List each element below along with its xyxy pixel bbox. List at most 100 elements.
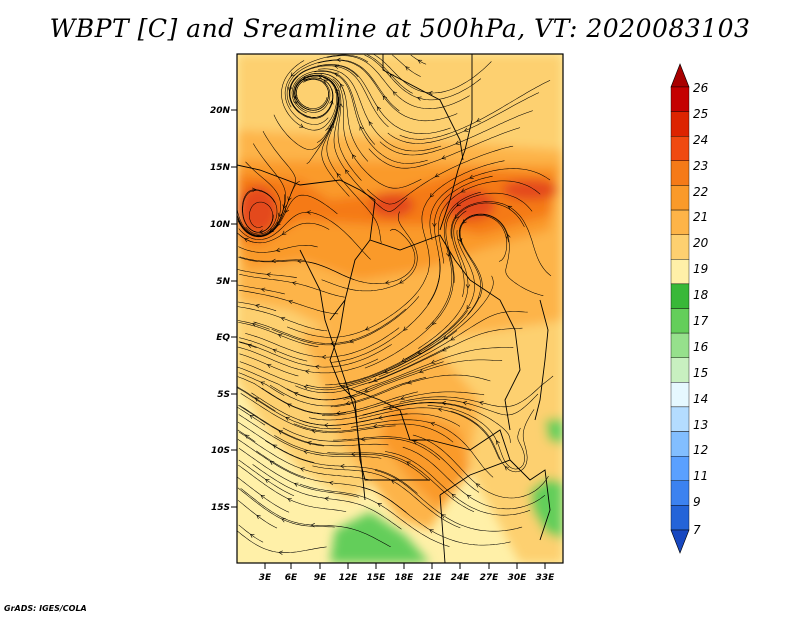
streamline <box>387 92 540 144</box>
streamline-arrow <box>466 305 471 310</box>
streamline-arrow <box>429 529 434 534</box>
streamline-arrow <box>460 188 466 193</box>
colorbar-swatch <box>670 135 690 161</box>
coastline-east <box>534 299 549 421</box>
streamline <box>322 391 485 416</box>
streamline <box>245 327 400 358</box>
colorbar-swatch <box>670 456 690 482</box>
streamline <box>318 68 442 152</box>
colorbar-swatch <box>670 283 690 309</box>
border-car <box>369 234 471 281</box>
streamline-arrow <box>272 444 278 449</box>
streamline <box>295 345 451 393</box>
streamline <box>312 465 461 529</box>
streamline <box>237 306 328 332</box>
streamline-arrow <box>278 550 283 555</box>
streamline-arrow <box>269 460 275 465</box>
country-borders <box>237 54 551 563</box>
streamline <box>241 189 278 235</box>
streamline-arrow <box>392 91 398 96</box>
streamline-arrow <box>412 440 418 445</box>
streamline <box>327 452 475 513</box>
border-chad-sudan <box>439 54 473 231</box>
streamline-arrow <box>244 238 249 243</box>
streamline-arrow <box>299 123 304 128</box>
colorbar-swatch <box>670 406 690 432</box>
colorbar-bottom-arrow <box>670 529 690 554</box>
streamline-arrow <box>293 482 299 487</box>
colorbar-label: 7 <box>693 523 701 537</box>
colorbar-label: 12 <box>693 443 708 457</box>
colorbar-swatch <box>670 332 690 358</box>
streamline <box>286 275 428 338</box>
streamline <box>298 413 461 427</box>
border-congo-drc <box>329 299 356 401</box>
streamline <box>458 213 544 296</box>
streamline <box>378 311 528 378</box>
streamline-arrow <box>434 173 440 178</box>
streamline <box>316 64 451 134</box>
streamline <box>238 372 285 396</box>
border-zimbabwe <box>439 494 446 563</box>
streamline-arrow <box>450 336 455 341</box>
streamline-arrow <box>304 369 310 374</box>
streamline-arrow <box>364 326 370 331</box>
streamline <box>418 210 469 349</box>
streamline-arrow <box>278 430 283 435</box>
streamline-arrow <box>314 364 320 370</box>
streamline <box>412 434 549 499</box>
wbpt-core-24-west <box>238 186 278 234</box>
streamline <box>238 301 277 312</box>
streamline-arrow <box>271 258 276 264</box>
streamline <box>333 436 480 493</box>
streamline <box>237 386 276 412</box>
colorbar-label: 24 <box>693 133 708 147</box>
streamline-arrow <box>264 478 270 484</box>
colorbar-label: 21 <box>693 210 708 224</box>
streamline-arrow <box>275 247 281 253</box>
lat-label-15n: 15N <box>210 163 231 173</box>
streamline-arrow <box>336 172 341 178</box>
streamline <box>364 246 454 369</box>
streamline <box>298 75 350 197</box>
streamline-arrow <box>443 335 448 340</box>
streamline-arrow <box>406 461 411 466</box>
streamline-arrow <box>401 357 406 362</box>
lon-label-27e: 27E <box>480 573 500 583</box>
streamline-arrow <box>324 496 329 501</box>
streamline-arrow <box>285 208 289 213</box>
streamline-arrow <box>293 392 299 397</box>
streamline-arrow <box>247 343 253 348</box>
streamline-arrow <box>495 440 500 445</box>
colorbar-swatch <box>670 86 690 112</box>
streamline-arrow <box>321 354 327 360</box>
coastline-west <box>299 249 366 501</box>
streamline-arrow <box>437 407 443 412</box>
lon-label-12e: 12E <box>339 573 359 583</box>
streamline <box>237 429 256 443</box>
streamline <box>242 190 275 233</box>
map-title: WBPT [C] and Sreamline at 500hPa, VT: 20… <box>49 14 751 43</box>
streamline <box>261 387 418 415</box>
streamline-arrow <box>382 95 387 101</box>
streamline <box>286 59 400 112</box>
colorbar-label: 25 <box>693 107 708 121</box>
border-nigeria <box>237 164 376 201</box>
colorbar-swatch <box>670 160 690 186</box>
streamline-arrow <box>384 280 390 285</box>
streamline-arrow <box>303 385 309 390</box>
streamline <box>326 55 470 109</box>
streamline <box>288 64 359 119</box>
colorbar-swatch <box>670 357 690 383</box>
streamline <box>238 414 382 459</box>
streamline-arrow <box>377 106 382 111</box>
streamline <box>399 375 554 408</box>
streamlines <box>237 54 554 555</box>
streamline <box>379 110 533 156</box>
colorbar-label: 20 <box>693 236 709 250</box>
streamline <box>237 376 346 415</box>
lat-label-5s: 5S <box>217 390 230 400</box>
streamline <box>293 73 369 162</box>
streamline <box>293 423 454 443</box>
streamline <box>459 214 508 299</box>
